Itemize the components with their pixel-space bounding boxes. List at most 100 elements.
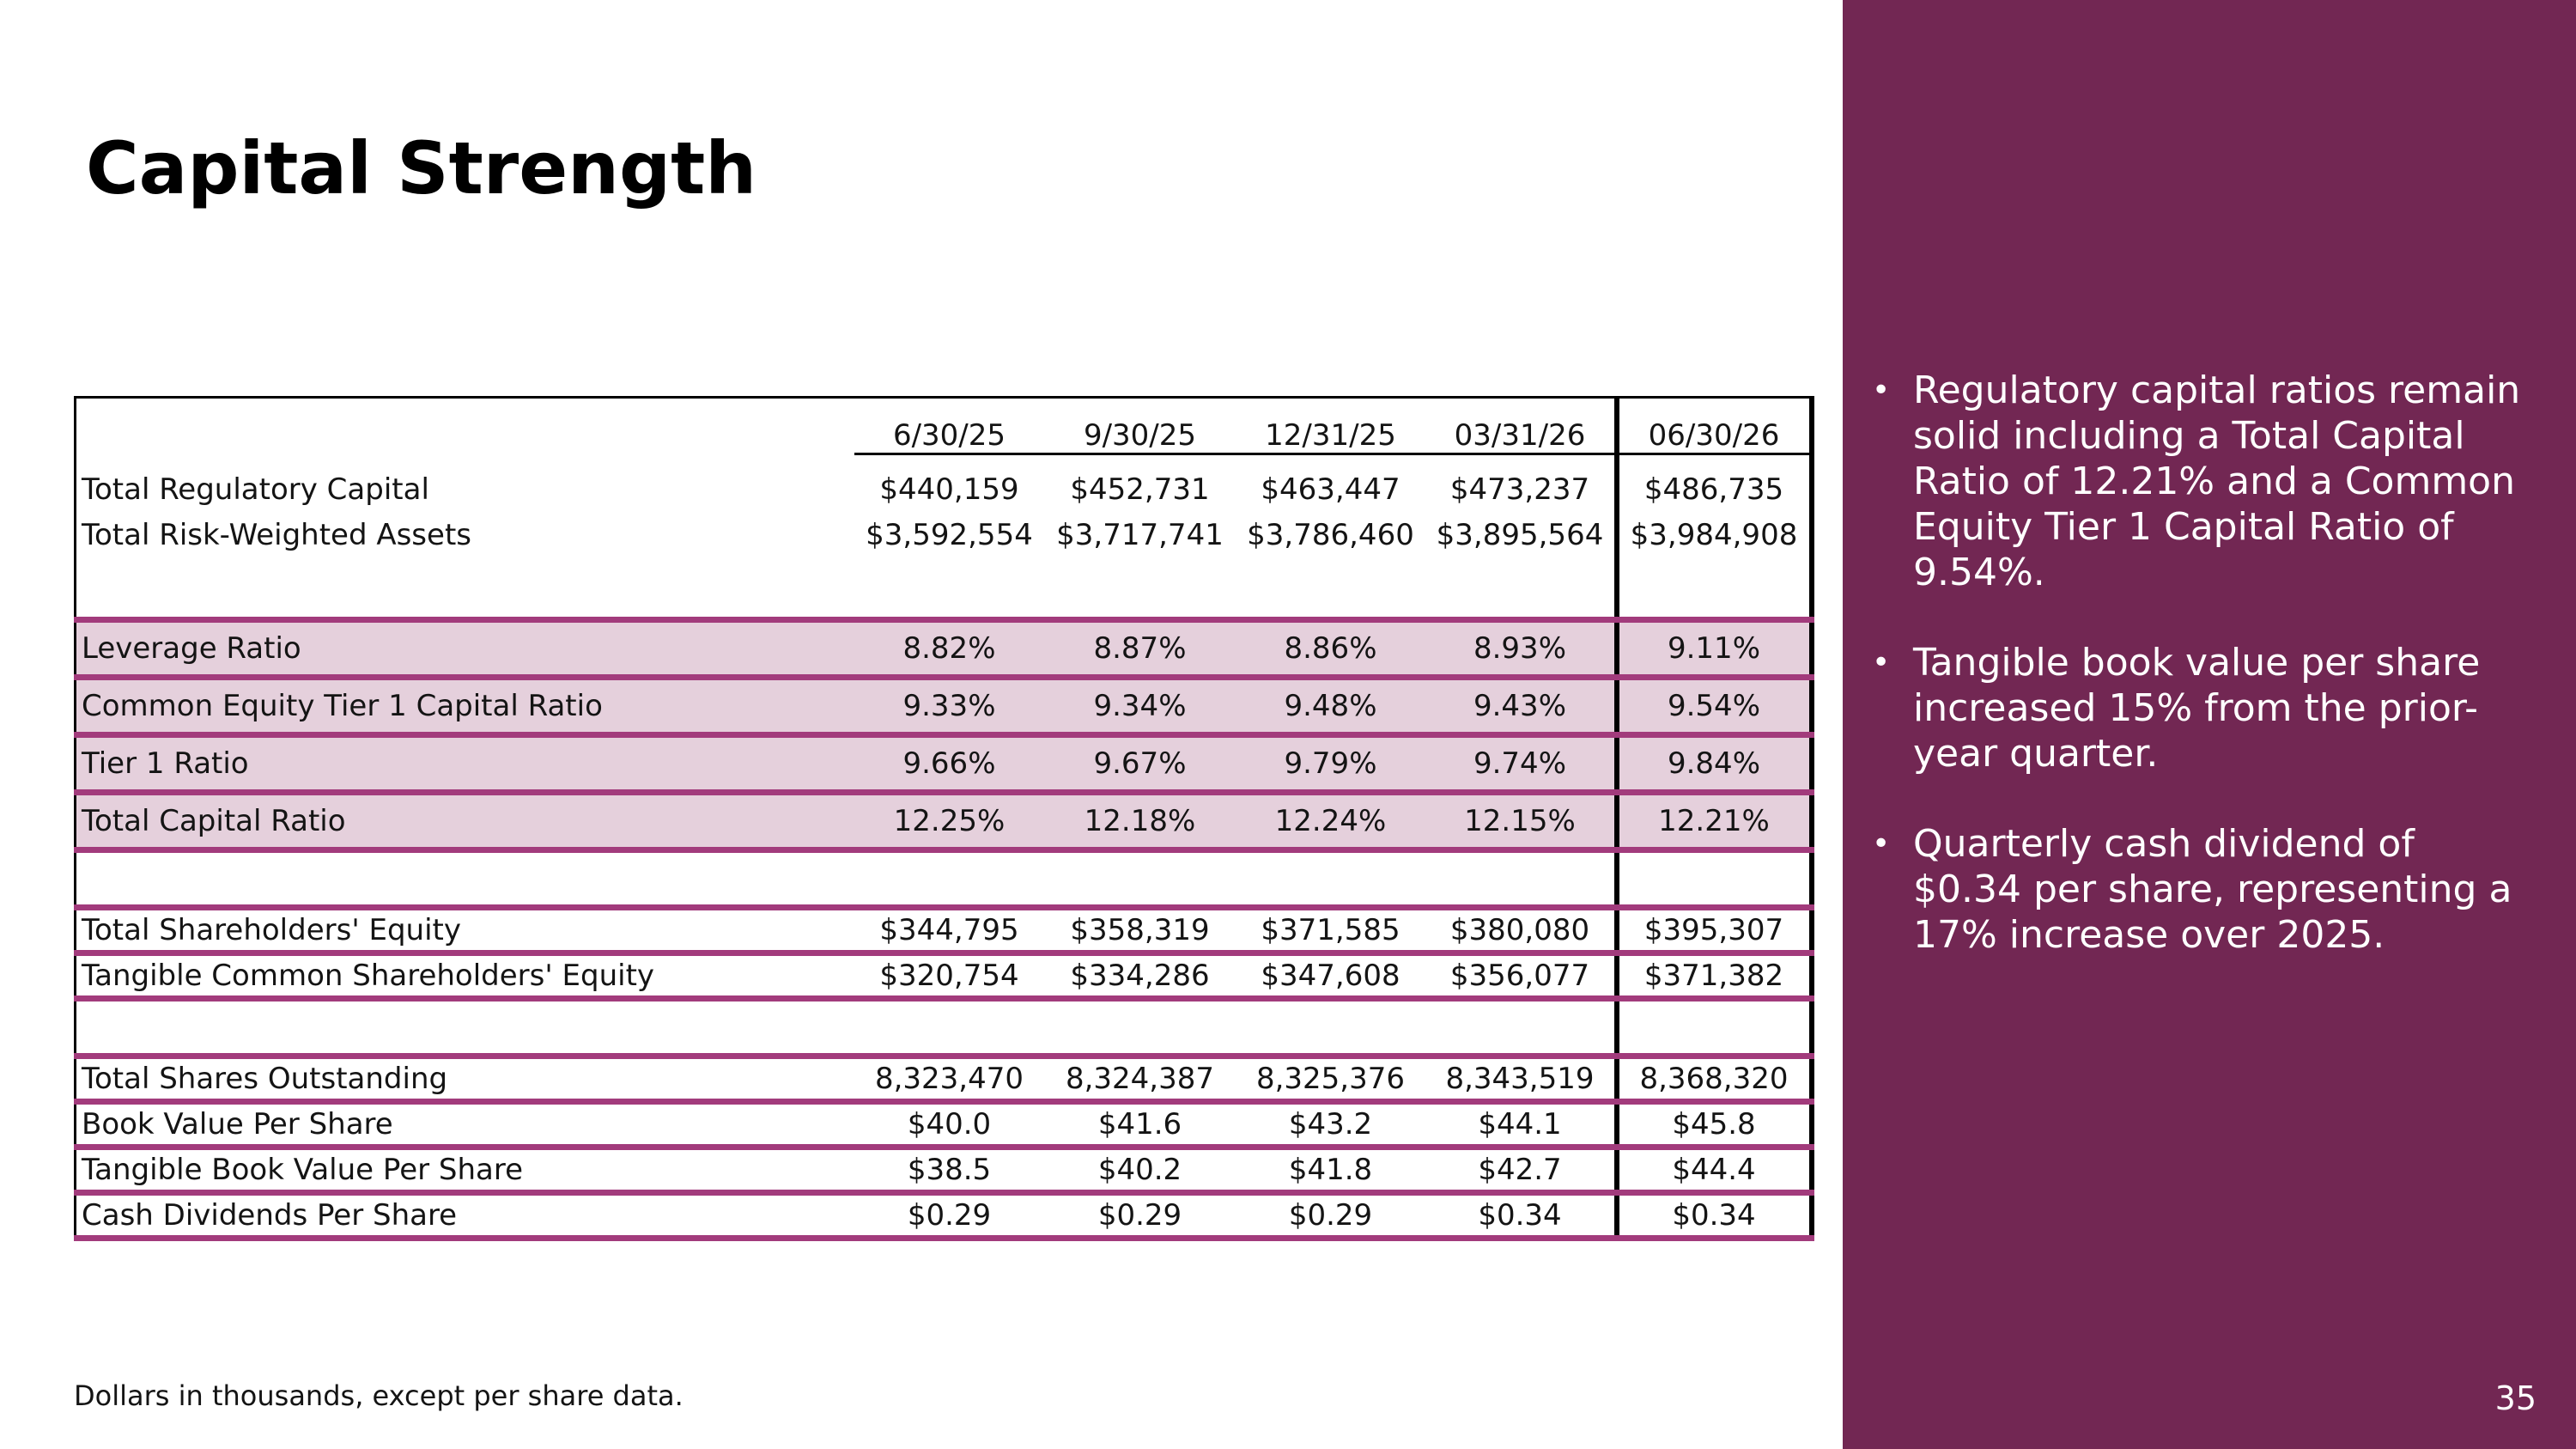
row-value: $3,984,908 xyxy=(1613,507,1814,563)
row-value: 8.82% xyxy=(854,617,1045,680)
table-row: Leverage Ratio 8.82% 8.87% 8.86% 8.93% 9… xyxy=(75,617,1814,680)
row-value: $344,795 xyxy=(854,904,1045,956)
row-value: $0.29 xyxy=(1044,1192,1236,1241)
row-value: $358,319 xyxy=(1044,904,1236,956)
bullet-text: Regulatory capital ratios remain solid i… xyxy=(1913,368,2521,594)
row-value: 9.79% xyxy=(1235,734,1426,795)
row-value: $380,080 xyxy=(1425,904,1617,956)
row-value: 12.25% xyxy=(854,792,1045,853)
row-label: Total Capital Ratio xyxy=(75,792,854,853)
capital-table: 6/30/25 9/30/25 12/31/25 03/31/26 06/30/… xyxy=(74,396,1814,1241)
table-row: Total Shareholders' Equity $344,795 $358… xyxy=(75,904,1814,956)
row-label: Leverage Ratio xyxy=(75,617,854,680)
row-value: $44.1 xyxy=(1425,1101,1617,1150)
row-value: $356,077 xyxy=(1425,953,1617,1002)
row-label: Cash Dividends Per Share xyxy=(75,1192,854,1241)
row-value: $41.6 xyxy=(1044,1101,1236,1150)
row-value: 12.24% xyxy=(1235,792,1426,853)
column-header: 12/31/25 xyxy=(1235,397,1426,455)
column-header: 6/30/25 xyxy=(854,397,1045,455)
row-value: $371,585 xyxy=(1235,904,1426,956)
row-value: 12.21% xyxy=(1613,792,1814,853)
row-value: $334,286 xyxy=(1044,953,1236,1002)
row-value: 8,325,376 xyxy=(1235,1053,1426,1105)
row-value: $347,608 xyxy=(1235,953,1426,1002)
row-value: 8,323,470 xyxy=(854,1053,1045,1105)
row-value: $41.8 xyxy=(1235,1147,1426,1196)
table-row: Common Equity Tier 1 Capital Ratio 9.33%… xyxy=(75,677,1814,738)
row-value: $45.8 xyxy=(1613,1101,1814,1150)
row-value: $371,382 xyxy=(1613,953,1814,1002)
table-row: Tangible Common Shareholders' Equity $32… xyxy=(75,953,1814,1002)
column-header: 9/30/25 xyxy=(1044,397,1236,455)
row-label: Total Shares Outstanding xyxy=(75,1053,854,1105)
bullet-item: • Tangible book value per share increase… xyxy=(1872,640,2531,776)
row-label: Total Regulatory Capital xyxy=(82,472,429,507)
row-value: 12.18% xyxy=(1044,792,1236,853)
commentary-bullets: • Regulatory capital ratios remain solid… xyxy=(1872,368,2531,1002)
row-label: Tier 1 Ratio xyxy=(75,734,854,795)
table-row: Total Risk-Weighted Assets $3,592,554 $3… xyxy=(76,507,1814,563)
row-value: 8,324,387 xyxy=(1044,1053,1236,1105)
row-value: $440,159 xyxy=(879,472,1019,507)
row-value: $486,735 xyxy=(1613,454,1814,507)
header-label-cell xyxy=(76,398,854,454)
row-value: $0.29 xyxy=(854,1192,1045,1241)
table-row: Total Capital Ratio 12.25% 12.18% 12.24%… xyxy=(75,792,1814,853)
row-value: 9.74% xyxy=(1425,734,1617,795)
row-value: 9.48% xyxy=(1235,677,1426,738)
row-label: Common Equity Tier 1 Capital Ratio xyxy=(75,677,854,738)
row-value: 9.54% xyxy=(1613,677,1814,738)
row-value: $40.2 xyxy=(1044,1147,1236,1196)
page-number: 35 xyxy=(2494,1379,2537,1417)
row-value: 9.67% xyxy=(1044,734,1236,795)
bullet-dot-icon: • xyxy=(1872,645,1891,680)
spacer-row xyxy=(76,563,1814,620)
bullet-item: • Regulatory capital ratios remain solid… xyxy=(1872,368,2531,595)
row-value: $463,447 xyxy=(1261,472,1400,507)
table-row: Book Value Per Share $40.0 $41.6 $43.2 $… xyxy=(75,1101,1814,1150)
bullet-text: Tangible book value per share increased … xyxy=(1913,641,2481,776)
row-value: $3,717,741 xyxy=(1056,518,1224,552)
page-title: Capital Strength xyxy=(86,126,757,210)
row-value: $40.0 xyxy=(854,1101,1045,1150)
row-value: $3,786,460 xyxy=(1247,518,1414,552)
table-row: Total Regulatory Capital $440,159 $452,7… xyxy=(76,454,1814,507)
header-row: 6/30/25 9/30/25 12/31/25 03/31/26 06/30/… xyxy=(76,397,1814,455)
row-label: Total Risk-Weighted Assets xyxy=(82,518,471,552)
row-value: $0.34 xyxy=(1613,1192,1814,1241)
table-row: Cash Dividends Per Share $0.29 $0.29 $0.… xyxy=(75,1192,1814,1241)
row-value: 8,343,519 xyxy=(1425,1053,1617,1105)
spacer-row xyxy=(76,998,1814,1056)
table-row: Tangible Book Value Per Share $38.5 $40.… xyxy=(75,1147,1814,1196)
column-header: 03/31/26 xyxy=(1425,397,1617,455)
row-label: Tangible Book Value Per Share xyxy=(75,1147,854,1196)
row-value: 9.66% xyxy=(854,734,1045,795)
row-value: $38.5 xyxy=(854,1147,1045,1196)
row-value: 8.87% xyxy=(1044,617,1236,680)
row-value: $320,754 xyxy=(854,953,1045,1002)
row-value: 9.43% xyxy=(1425,677,1617,738)
footnote: Dollars in thousands, except per share d… xyxy=(74,1379,683,1412)
row-value: $42.7 xyxy=(1425,1147,1617,1196)
row-value: 9.11% xyxy=(1613,617,1814,680)
row-value: $43.2 xyxy=(1235,1101,1426,1150)
row-value: $0.29 xyxy=(1235,1192,1426,1241)
row-label: Tangible Common Shareholders' Equity xyxy=(75,953,854,1002)
table-row: Tier 1 Ratio 9.66% 9.67% 9.79% 9.74% 9.8… xyxy=(75,734,1814,795)
row-value: 8,368,320 xyxy=(1613,1053,1814,1105)
row-value: 12.15% xyxy=(1425,792,1617,853)
row-value: 8.86% xyxy=(1235,617,1426,680)
row-label: Total Shareholders' Equity xyxy=(75,904,854,956)
bullet-dot-icon: • xyxy=(1872,373,1891,408)
table-row: Total Shares Outstanding 8,323,470 8,324… xyxy=(75,1053,1814,1105)
row-value: $452,731 xyxy=(1070,472,1210,507)
row-value: 9.84% xyxy=(1613,734,1814,795)
bullet-item: • Quarterly cash dividend of $0.34 per s… xyxy=(1872,821,2531,958)
bullet-text: Quarterly cash dividend of $0.34 per sha… xyxy=(1913,822,2512,957)
capital-table-container: 6/30/25 9/30/25 12/31/25 03/31/26 06/30/… xyxy=(74,396,1814,1241)
column-header-current: 06/30/26 xyxy=(1613,397,1814,455)
row-value: $395,307 xyxy=(1613,904,1814,956)
row-value: 9.33% xyxy=(854,677,1045,738)
row-value: $3,895,564 xyxy=(1436,518,1604,552)
